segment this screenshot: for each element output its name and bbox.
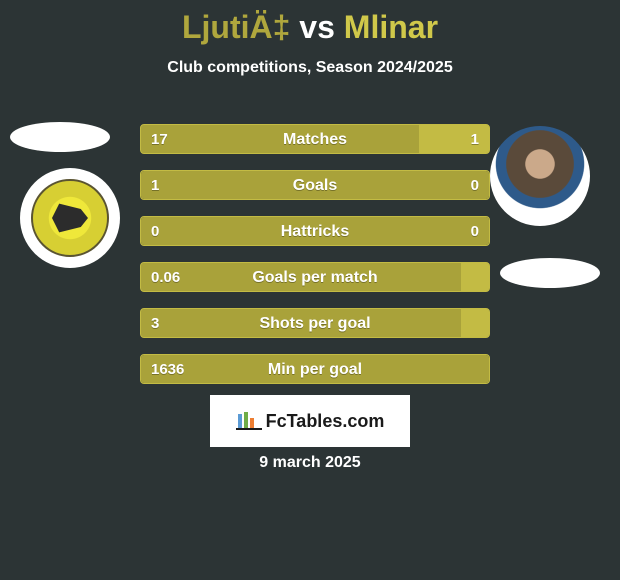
source-logo-box: FcTables.com xyxy=(210,395,410,447)
stat-label: Min per goal xyxy=(141,355,489,384)
stat-row: 1Goals0 xyxy=(140,170,490,200)
page-title: LjutiÄ‡ vs Mlinar xyxy=(0,0,620,45)
stat-row: 17Matches1 xyxy=(140,124,490,154)
avatar-placeholder-left-ellipse xyxy=(10,122,110,152)
bar-chart-icon xyxy=(236,410,262,432)
player2-name: Mlinar xyxy=(344,9,438,45)
stat-label: Goals per match xyxy=(141,263,489,292)
stat-row: 0Hattricks0 xyxy=(140,216,490,246)
stat-label: Matches xyxy=(141,125,489,154)
club-badge-icon xyxy=(31,179,109,257)
stat-label: Goals xyxy=(141,171,489,200)
player1-name: LjutiÄ‡ xyxy=(182,9,290,45)
stats-comparison: 17Matches11Goals00Hattricks00.06Goals pe… xyxy=(140,124,490,400)
source-logo: FcTables.com xyxy=(236,410,385,432)
stat-row: 3Shots per goal xyxy=(140,308,490,338)
stat-row: 0.06Goals per match xyxy=(140,262,490,292)
stat-label: Shots per goal xyxy=(141,309,489,338)
stat-value-right: 0 xyxy=(471,171,479,200)
vs-label: vs xyxy=(299,9,335,45)
stat-value-right: 0 xyxy=(471,217,479,246)
player2-avatar xyxy=(490,126,590,226)
subtitle: Club competitions, Season 2024/2025 xyxy=(0,59,620,77)
comparison-date: 9 march 2025 xyxy=(0,454,620,472)
player2-club-placeholder-ellipse xyxy=(500,258,600,288)
player1-club-badge xyxy=(20,168,120,268)
stat-row: 1636Min per goal xyxy=(140,354,490,384)
source-logo-text: FcTables.com xyxy=(266,411,385,432)
stat-label: Hattricks xyxy=(141,217,489,246)
stat-value-right: 1 xyxy=(471,125,479,154)
